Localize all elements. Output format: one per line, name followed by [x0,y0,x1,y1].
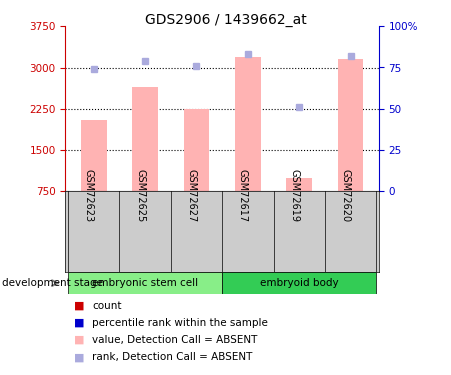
Text: ■: ■ [74,318,84,328]
Text: ■: ■ [74,352,84,362]
Bar [235,57,261,191]
Bar [286,177,312,191]
Text: GSM72617: GSM72617 [238,169,248,222]
Text: GSM72625: GSM72625 [135,169,145,222]
Text: GDS2906 / 1439662_at: GDS2906 / 1439662_at [145,13,306,27]
Bar [132,87,158,191]
Text: development stage: development stage [2,278,103,288]
Text: embryonic stem cell: embryonic stem cell [92,278,198,288]
Text: percentile rank within the sample: percentile rank within the sample [92,318,268,328]
Bar [222,272,376,294]
Bar [184,109,209,191]
Text: ■: ■ [74,335,84,345]
Text: GSM72623: GSM72623 [83,169,94,222]
Bar [81,120,106,191]
Text: value, Detection Call = ABSENT: value, Detection Call = ABSENT [92,335,258,345]
Bar [68,272,222,294]
Text: count: count [92,301,122,310]
Text: rank, Detection Call = ABSENT: rank, Detection Call = ABSENT [92,352,253,362]
Bar [338,59,364,191]
Text: ■: ■ [74,301,84,310]
Text: GSM72620: GSM72620 [341,169,350,222]
Text: GSM72619: GSM72619 [289,169,299,222]
Text: embryoid body: embryoid body [260,278,339,288]
Text: GSM72627: GSM72627 [186,169,197,222]
